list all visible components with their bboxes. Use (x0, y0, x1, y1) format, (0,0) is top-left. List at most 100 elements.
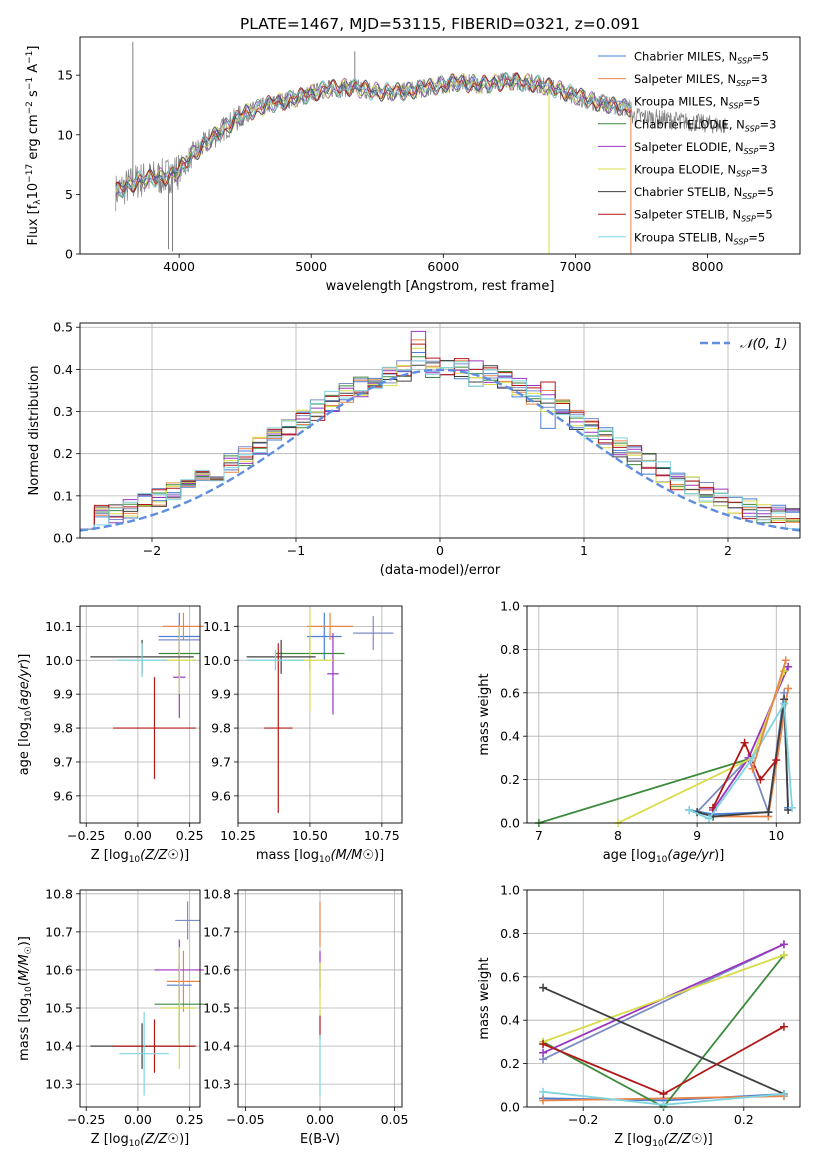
figure-title: PLATE=1467, MJD=53115, FIBERID=0321, z=0… (240, 15, 640, 33)
y-tick-label: 9.9 (211, 687, 231, 702)
y-axis-label: Normed distribution (27, 366, 42, 496)
x-tick-label: 0 (436, 543, 444, 558)
axes-frame (526, 889, 801, 1108)
x-tick-label: 0.25 (176, 1112, 204, 1127)
y-tick-label: 10.5 (203, 1001, 231, 1016)
axes-frame (237, 889, 403, 1108)
x-tick-label: 0.0 (654, 1112, 674, 1127)
panel-age-vs-Z: −0.25 0.00 0.25 9.6 9.7 9.8 9.9 10.0 10.1 Z [log1… (17, 605, 205, 865)
model-fit-line (115, 72, 632, 193)
y-tick-label: 0.2 (500, 1056, 520, 1071)
panel-mass-vs-Z: −0.25 0.00 0.25 10.3 10.4 10.5 10.6 10.7 10.8 Z [… (17, 886, 205, 1149)
y-tick-label: 10.7 (203, 924, 231, 939)
y-tick-label: 10.5 (45, 1001, 73, 1016)
y-axis-label: mass weight (477, 957, 492, 1039)
y-tick-label: 0.8 (500, 926, 520, 941)
x-tick-label: 10.50 (292, 828, 328, 843)
y-tick-label: 9.6 (211, 788, 231, 803)
y-tick-label: 10.8 (45, 886, 73, 901)
y-tick-label: 9.8 (211, 721, 231, 736)
weight-series-line (751, 660, 787, 770)
x-tick-label: 10 (768, 828, 784, 843)
axes-frame (79, 605, 201, 824)
y-tick-label: 0.4 (500, 729, 520, 744)
y-tick-label: 5 (65, 187, 73, 202)
y-tick-label: 0.4 (500, 1013, 520, 1028)
y-tick-label: 10 (57, 127, 73, 142)
x-tick-label: 5000 (295, 259, 327, 274)
y-tick-label: 10.6 (203, 962, 231, 977)
gaussian-curve (79, 368, 801, 532)
x-tick-label: 8 (614, 828, 622, 843)
y-tick-label: 0.3 (53, 404, 73, 419)
weight-series-line (712, 740, 777, 809)
y-tick-label: 0.6 (500, 685, 520, 700)
y-tick-label: 1.0 (500, 599, 520, 614)
x-axis-label: Z [log10(Z/Z☉)] (91, 848, 189, 865)
panel-age-vs-mass: 10.25 10.50 10.75 9.6 9.7 9.8 9.9 10.0 10.1 mass … (203, 605, 403, 865)
legend-entry: Chabrier STELIB, NSSP=5 (634, 185, 774, 201)
x-axis-label: E(B-V) (300, 1132, 340, 1147)
model-fit-line (115, 73, 632, 197)
observed-spectrum (115, 72, 728, 212)
y-tick-label: 0.0 (500, 816, 520, 831)
panel-weight-vs-Z: −0.2 0.0 0.2 0.0 0.2 0.4 0.6 0.8 1.0 Z [log10(Z/Z… (477, 883, 801, 1149)
legend-entry: Kroupa STELIB, NSSP=5 (634, 230, 765, 246)
legend-entry: Salpeter ELODIE, NSSP=3 (634, 140, 775, 156)
residual-histogram (80, 343, 800, 530)
y-tick-label: 0.1 (53, 488, 73, 503)
panel-spectrum: 4000 5000 6000 7000 8000 0 5 10 15 wavelength [An… (25, 36, 801, 294)
x-tick-label: −2 (143, 543, 161, 558)
y-tick-label: 10.3 (45, 1077, 73, 1092)
y-tick-label: 0.8 (500, 642, 520, 657)
axes-frame (79, 36, 801, 255)
x-axis-label: Z [log10(Z/Z☉)] (614, 1132, 712, 1149)
x-tick-label: 7000 (560, 259, 592, 274)
y-tick-label: 15 (57, 68, 73, 83)
x-tick-label: −0.25 (67, 828, 105, 843)
x-tick-label: 9 (693, 828, 701, 843)
y-tick-label: 1.0 (500, 883, 520, 898)
y-tick-label: 0.2 (53, 446, 73, 461)
y-tick-label: 0 (65, 247, 73, 262)
panel-residuals: −2 −1 0 1 2 0.0 0.1 0.2 0.3 0.4 0.5 𝒩(0, 1) (data-mo… (27, 320, 801, 578)
axes-frame (79, 322, 801, 539)
x-tick-label: 0.00 (124, 828, 152, 843)
panel-mass-vs-ebv: −0.05 0.00 0.05 10.3 10.4 10.5 10.6 10.7 10.8 E(B… (203, 886, 408, 1147)
legend-entry: Kroupa MILES, NSSP=5 (634, 95, 760, 111)
weight-series-line (542, 986, 785, 1095)
axes-frame (79, 889, 201, 1108)
y-axis-label: mass [log10(M/M☉)] (17, 936, 34, 1061)
axes-frame (526, 605, 801, 824)
y-axis-label: Flux [fλ10−17 erg cm−2 s−1 A−1] (25, 46, 43, 246)
panel-weight-vs-age: 7 8 9 10 0.0 0.2 0.4 0.6 0.8 1.0 age [log10(age/yr… (477, 599, 801, 865)
y-tick-label: 10.0 (45, 653, 73, 668)
x-tick-label: −1 (287, 543, 305, 558)
x-axis-label: wavelength [Angstrom, rest frame] (326, 279, 555, 294)
y-tick-label: 10.1 (203, 619, 231, 634)
y-tick-label: 0.5 (53, 320, 73, 335)
y-tick-label: 10.8 (203, 886, 231, 901)
legend-entry: 𝒩(0, 1) (740, 337, 787, 352)
y-tick-label: 0.4 (53, 362, 73, 377)
x-axis-label: mass [log10(M/M☉)] (256, 848, 384, 865)
y-tick-label: 10.1 (45, 619, 73, 634)
x-tick-label: 2 (724, 543, 732, 558)
legend-entry: Salpeter MILES, NSSP=3 (634, 72, 768, 88)
y-axis-label: age [log10(age/yr)] (17, 654, 34, 776)
y-tick-label: 10.0 (203, 653, 231, 668)
y-tick-label: 0.0 (500, 1100, 520, 1115)
y-tick-label: 10.3 (203, 1077, 231, 1092)
y-tick-label: 10.7 (45, 924, 73, 939)
y-tick-label: 0.2 (500, 772, 520, 787)
x-tick-label: 4000 (163, 259, 195, 274)
y-tick-label: 10.4 (203, 1039, 231, 1054)
legend-entry: Salpeter STELIB, NSSP=5 (634, 208, 773, 224)
weight-series-line (542, 943, 785, 1061)
y-tick-label: 9.7 (53, 754, 73, 769)
weight-series-line (689, 703, 789, 816)
legend-entry: Kroupa ELODIE, NSSP=3 (634, 163, 768, 179)
x-tick-label: −0.2 (568, 1112, 598, 1127)
y-tick-label: 0.6 (500, 969, 520, 984)
